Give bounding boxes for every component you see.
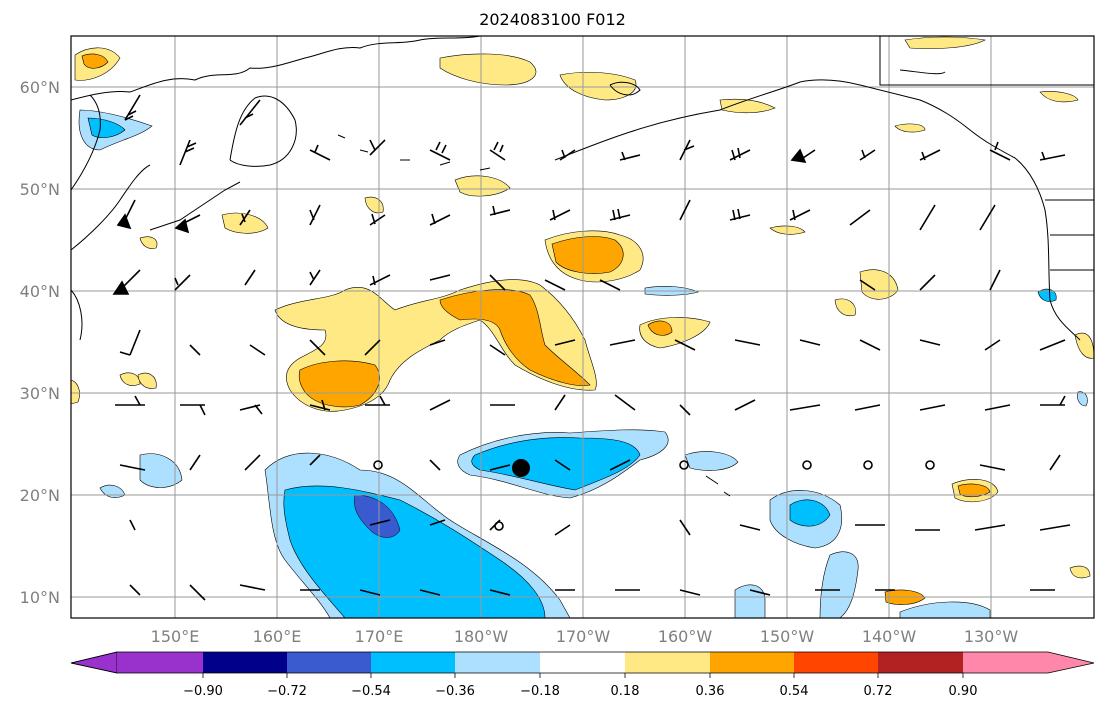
colorbar-extend-right xyxy=(963,652,1094,673)
colorbar-segment xyxy=(203,652,287,673)
colorbar-segment xyxy=(710,652,794,673)
lon-label: 150°E xyxy=(151,627,200,646)
lon-label: 160°E xyxy=(253,627,302,646)
colorbar-tick-label: 0.54 xyxy=(780,684,809,699)
wind-barbs xyxy=(112,94,1071,601)
lon-label: 150°W xyxy=(760,627,815,646)
lat-label: 40°N xyxy=(20,282,60,301)
coastlines xyxy=(71,36,1094,497)
calm-wind-circles xyxy=(373,460,935,531)
colorbar-tick-label: 0.72 xyxy=(864,684,893,699)
lon-label: 170°E xyxy=(355,627,404,646)
graticule xyxy=(71,36,1094,618)
lat-label: 50°N xyxy=(20,180,60,199)
colorbar-segment xyxy=(794,652,878,673)
colorbar-tick-label: −0.90 xyxy=(183,684,223,699)
colorbar-segment xyxy=(455,652,540,673)
negative-anomaly-regions xyxy=(78,109,1088,618)
colorbar-segment xyxy=(625,652,710,673)
colorbar-segment xyxy=(540,652,625,673)
colorbar-segment xyxy=(117,652,203,673)
latitude-labels: 60°N 50°N 40°N 30°N 20°N 10°N xyxy=(20,78,60,607)
lon-label: 130°W xyxy=(964,627,1019,646)
plot-frame xyxy=(70,35,1095,619)
colorbar-segment xyxy=(287,652,371,673)
colorbar-tick-label: −0.72 xyxy=(267,684,307,699)
colorbar-tick-label: 0.90 xyxy=(949,684,978,699)
lat-label: 10°N xyxy=(20,588,60,607)
colorbar-tick-label: −0.36 xyxy=(435,684,475,699)
lon-label: 180°W xyxy=(454,627,509,646)
lat-label: 30°N xyxy=(20,384,60,403)
colorbar-segment xyxy=(371,652,455,673)
lat-label: 60°N xyxy=(20,78,60,97)
lon-label: 170°W xyxy=(556,627,611,646)
lat-label: 20°N xyxy=(20,486,60,505)
highlighted-location-dot xyxy=(512,459,530,477)
lon-label: 140°W xyxy=(862,627,917,646)
map-title: 2024083100 F012 xyxy=(479,10,626,29)
colorbar-tick-label: −0.18 xyxy=(520,684,560,699)
longitude-labels: 150°E 160°E 170°E 180°W 170°W 160°W 150°… xyxy=(151,627,1019,646)
lon-label: 160°W xyxy=(658,627,713,646)
colorbar-extend-left xyxy=(70,651,118,674)
colorbar-tick-label: 0.18 xyxy=(611,684,640,699)
colorbar-segment xyxy=(878,652,963,673)
colorbar-tick-label: 0.36 xyxy=(696,684,725,699)
colorbar-tick-label: −0.54 xyxy=(351,684,391,699)
positive-anomaly-regions xyxy=(71,36,1094,605)
colorbar: −0.90 −0.72 −0.54 −0.36 −0.18 0.18 0.36 … xyxy=(70,651,1095,699)
